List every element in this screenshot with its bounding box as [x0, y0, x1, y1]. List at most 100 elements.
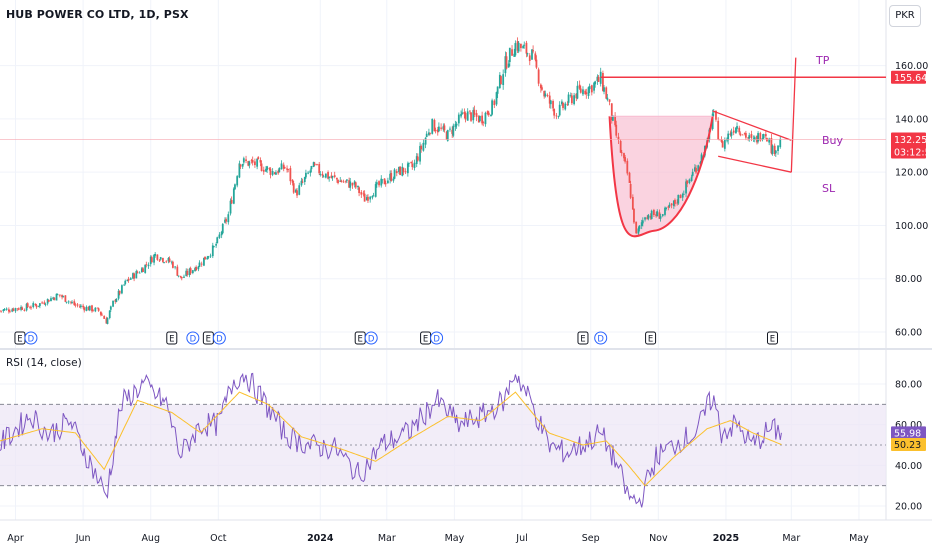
- candle-body: [498, 74, 501, 88]
- candle-body: [12, 308, 15, 311]
- candle-body: [37, 305, 40, 307]
- earnings-marker[interactable]: E: [766, 331, 778, 345]
- candle-body: [371, 195, 374, 198]
- candle-body: [493, 100, 496, 106]
- time-tick-label: Jul: [515, 533, 527, 544]
- candle-body: [415, 156, 418, 165]
- candle-body: [460, 114, 462, 117]
- candle-body: [552, 100, 554, 109]
- dividend-marker[interactable]: D: [212, 331, 226, 345]
- dividend-marker[interactable]: D: [364, 331, 378, 345]
- candle-body: [319, 173, 322, 175]
- candle-body: [211, 245, 214, 257]
- rsi-line: [0, 372, 782, 508]
- cup-curve[interactable]: [608, 116, 714, 238]
- candle-body: [526, 53, 529, 55]
- candle-body: [429, 133, 431, 134]
- candle-body: [658, 212, 661, 219]
- flag-lower-line[interactable]: [718, 155, 792, 173]
- candle-body: [109, 306, 112, 310]
- candle-body: [573, 95, 576, 105]
- earnings-marker[interactable]: E: [577, 331, 589, 345]
- candle-body: [91, 305, 93, 312]
- cup-fill: [609, 116, 713, 237]
- candle-body: [34, 303, 37, 306]
- earnings-marker[interactable]: E: [354, 331, 366, 345]
- candle-body: [11, 309, 14, 312]
- earnings-marker[interactable]: E: [166, 331, 178, 345]
- candle-body: [310, 165, 313, 170]
- rsi-ma-line: [0, 391, 782, 487]
- candle-body: [779, 138, 782, 148]
- candle-body: [424, 137, 427, 145]
- cup-and-handle-pattern[interactable]: TP Buy SL: [0, 54, 886, 238]
- earnings-marker[interactable]: E: [645, 331, 657, 345]
- candle-body: [570, 95, 573, 104]
- time-tick-label: 2025: [713, 533, 739, 544]
- candle-body: [82, 305, 85, 308]
- candle-body: [617, 136, 620, 140]
- dividend-marker[interactable]: D: [430, 331, 444, 345]
- candle-body: [101, 314, 103, 316]
- candle-body: [353, 181, 356, 185]
- candle-body: [96, 307, 99, 309]
- candle-body: [401, 166, 404, 176]
- candle-body: [145, 264, 148, 266]
- candle-body: [283, 167, 286, 169]
- marker-circle: [594, 331, 608, 345]
- candle-body: [445, 131, 448, 140]
- candle-body: [312, 162, 315, 168]
- candle-body: [594, 81, 597, 85]
- candle-body: [721, 141, 724, 148]
- candle-body: [337, 179, 339, 184]
- last-price-tag-bg: [891, 132, 926, 159]
- candle-body: [17, 308, 20, 310]
- candle-body: [584, 90, 587, 94]
- candle-body: [425, 133, 428, 138]
- candle-body: [670, 203, 673, 206]
- candle-body: [358, 187, 360, 194]
- candle-body: [262, 169, 265, 172]
- time-tick-label: Mar: [782, 533, 800, 544]
- candle-body: [655, 214, 658, 217]
- candle-body: [2, 309, 5, 312]
- dividend-marker[interactable]: D: [186, 331, 200, 345]
- marker-circle: [212, 331, 226, 345]
- rsi-title[interactable]: RSI (14, close): [6, 357, 82, 369]
- rsi-tick-label: 40.00: [895, 461, 922, 472]
- candle-body: [761, 138, 764, 140]
- candle-body: [679, 195, 682, 199]
- candle-body: [585, 92, 588, 95]
- marker-label: E: [17, 335, 22, 345]
- candle-body: [596, 76, 599, 81]
- candle-body: [170, 261, 173, 263]
- earnings-marker[interactable]: E: [202, 331, 214, 345]
- sl-label: SL: [822, 182, 836, 195]
- flag-upper-line[interactable]: [712, 110, 792, 141]
- last-price-tag: 132.25: [894, 135, 927, 146]
- time-tick-label: Aug: [141, 533, 160, 544]
- candle-body: [567, 94, 570, 103]
- axes: 60.00 80.00 100.00 120.00 140.00 160.00 20.00 4…: [7, 61, 928, 544]
- currency-button[interactable]: PKR: [889, 5, 921, 27]
- dividend-marker[interactable]: D: [594, 331, 608, 345]
- earnings-marker[interactable]: E: [14, 331, 26, 345]
- candle-body: [413, 162, 416, 168]
- target-projection-line[interactable]: [790, 57, 797, 173]
- candle-body: [292, 183, 295, 193]
- candle-body: [269, 168, 272, 175]
- dividend-marker[interactable]: D: [24, 331, 38, 345]
- candle-body: [543, 90, 546, 97]
- candle-body: [387, 180, 389, 183]
- candle-body: [738, 127, 741, 133]
- candle-body: [695, 167, 697, 173]
- candle-body: [142, 268, 144, 272]
- earnings-marker[interactable]: E: [420, 331, 432, 345]
- symbol-title[interactable]: HUB POWER CO LTD, 1D, PSX: [6, 8, 189, 21]
- candle-body: [777, 145, 779, 152]
- marker-label: D: [190, 335, 197, 345]
- candle-body: [165, 261, 168, 263]
- candle-body: [14, 308, 17, 312]
